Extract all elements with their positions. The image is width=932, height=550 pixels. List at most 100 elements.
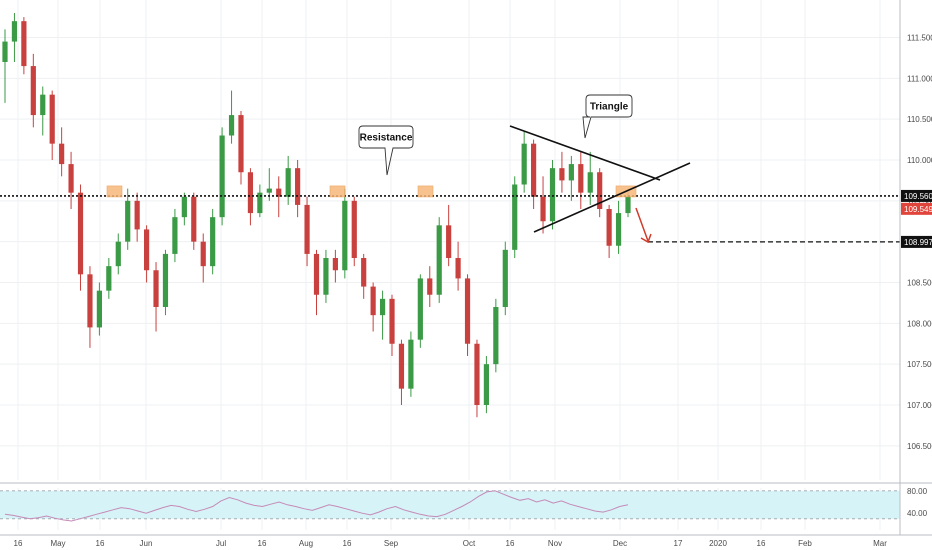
candle-body bbox=[615, 213, 622, 246]
rsi-tick-label: 80.00 bbox=[907, 487, 928, 496]
triangle-callout-text: Triangle bbox=[590, 102, 629, 113]
candle-body bbox=[181, 196, 187, 218]
candle bbox=[40, 86, 46, 136]
candle-body bbox=[370, 286, 376, 316]
resistance-touch-highlight bbox=[417, 185, 434, 198]
candle-body bbox=[483, 364, 490, 405]
candle bbox=[446, 204, 452, 267]
time-tick-label: 16 bbox=[757, 539, 766, 548]
resistance-callout: Resistance bbox=[358, 125, 414, 176]
candle bbox=[87, 266, 93, 348]
candle bbox=[257, 184, 263, 218]
time-tick-label: 16 bbox=[258, 539, 267, 548]
time-tick-label: 16 bbox=[96, 539, 105, 548]
time-tick-label: Jul bbox=[216, 539, 226, 548]
rsi-band bbox=[0, 490, 900, 519]
candle bbox=[483, 356, 490, 414]
candle bbox=[276, 176, 282, 218]
chart-annotations: Resistance Triangle bbox=[0, 94, 900, 244]
candle bbox=[521, 131, 527, 193]
candle-body bbox=[531, 143, 537, 197]
time-tick-label: Jun bbox=[140, 539, 153, 548]
target-price-badge-text: 108.997 bbox=[904, 238, 932, 247]
candle-body bbox=[389, 298, 395, 344]
candlestick-series bbox=[2, 13, 631, 418]
candle-body bbox=[606, 209, 612, 246]
time-tick-label: May bbox=[50, 539, 65, 548]
candle-body bbox=[266, 188, 272, 193]
candle bbox=[162, 249, 169, 316]
candle-body bbox=[115, 241, 121, 267]
candle-body bbox=[87, 274, 93, 328]
breakdown-arrow bbox=[635, 207, 649, 242]
candle-body bbox=[228, 115, 235, 136]
target-price-badge-bg bbox=[901, 235, 932, 248]
candle bbox=[21, 17, 27, 75]
candle bbox=[398, 339, 405, 405]
target-price-badge: 108.997 bbox=[901, 235, 932, 248]
candle bbox=[474, 339, 480, 418]
candle bbox=[559, 151, 565, 193]
candle bbox=[379, 290, 386, 340]
time-tick-label: Oct bbox=[463, 539, 476, 548]
candle bbox=[304, 196, 310, 267]
resistance-touch-highlight bbox=[329, 185, 346, 198]
candle-body bbox=[21, 21, 27, 67]
candle bbox=[549, 160, 556, 230]
candle-body bbox=[11, 21, 18, 42]
time-tick-label: 16 bbox=[343, 539, 352, 548]
candle bbox=[568, 155, 574, 201]
time-tick-label: Feb bbox=[798, 539, 812, 548]
resistance-price-badge: 109.560 bbox=[901, 189, 932, 202]
candle-body bbox=[578, 164, 584, 193]
triangle-callout: Triangle bbox=[582, 94, 633, 139]
candle-body bbox=[153, 270, 159, 307]
candle bbox=[238, 111, 244, 185]
candle-body bbox=[106, 266, 112, 291]
rsi-tick-label: 40.00 bbox=[907, 509, 928, 518]
candle-body bbox=[172, 217, 178, 254]
candle-body bbox=[77, 192, 84, 275]
price-tick-label: 111.000 bbox=[907, 74, 932, 83]
candle-body bbox=[597, 172, 603, 209]
candle-body bbox=[96, 290, 102, 328]
candle-body bbox=[276, 188, 282, 197]
current-price-badge: 109.549 bbox=[901, 202, 932, 215]
candle bbox=[455, 241, 461, 291]
candle-body bbox=[549, 168, 556, 222]
candle-body bbox=[134, 200, 140, 230]
breakdown-arrowhead bbox=[640, 233, 652, 244]
candle bbox=[106, 258, 112, 299]
candle-body bbox=[540, 196, 546, 222]
candle-body bbox=[238, 115, 244, 173]
candle bbox=[210, 209, 216, 275]
candle-body bbox=[313, 253, 320, 295]
candle bbox=[332, 249, 338, 283]
candle bbox=[323, 249, 329, 303]
candle bbox=[49, 90, 55, 160]
candle-body bbox=[191, 196, 197, 242]
candle-body bbox=[427, 278, 433, 295]
candle-body bbox=[464, 278, 471, 344]
candle bbox=[285, 155, 291, 205]
candle bbox=[493, 298, 499, 373]
resistance-price-badge-text: 109.560 bbox=[904, 192, 932, 201]
candle bbox=[134, 192, 140, 242]
candle bbox=[247, 168, 254, 226]
candle-body bbox=[361, 258, 367, 287]
candle bbox=[578, 151, 584, 209]
candle-body bbox=[502, 249, 508, 307]
candle bbox=[417, 274, 423, 348]
time-tick-label: Sep bbox=[384, 539, 399, 548]
candle bbox=[153, 262, 159, 332]
rsi-line bbox=[4, 490, 629, 522]
candle-body bbox=[200, 241, 206, 267]
time-tick-label: Mar bbox=[873, 539, 887, 548]
price-tick-label: 106.500 bbox=[907, 442, 932, 451]
candle bbox=[143, 225, 150, 283]
candle-body bbox=[49, 94, 55, 144]
current-price-badge-bg bbox=[901, 202, 932, 215]
candle-body bbox=[379, 298, 386, 316]
